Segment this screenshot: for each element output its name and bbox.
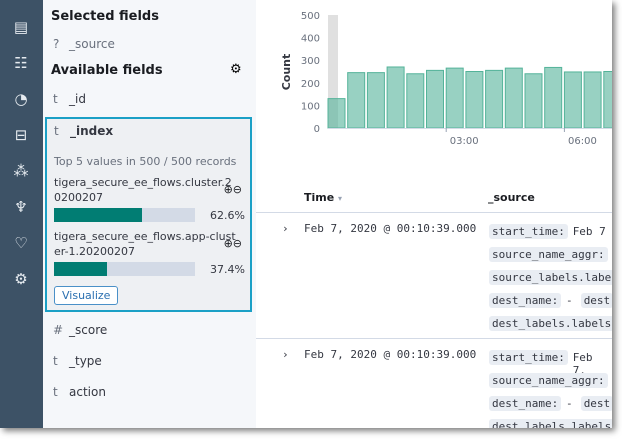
wrench-icon[interactable]: ♆ <box>14 198 28 216</box>
source-field-key: dest_labels.labels <box>489 316 612 331</box>
bar <box>524 73 543 129</box>
divider <box>256 338 612 339</box>
bar <box>327 98 346 129</box>
source-field-key: start_time: <box>489 224 568 239</box>
expand-row-chevron[interactable]: › <box>282 348 289 361</box>
hover-highlight <box>328 15 338 128</box>
histogram[interactable]: 0 100 200 300 400 500 Count 03:00 06:00 <box>256 0 612 160</box>
source-field-key: dest_name: <box>489 396 562 411</box>
bar <box>485 69 504 129</box>
column-header-time[interactable]: Time ▾ <box>304 191 343 204</box>
y-tick-label: 500 <box>301 11 320 22</box>
source-field-key: source_labels.labe <box>489 270 612 285</box>
bar <box>406 73 425 129</box>
bar <box>563 71 582 129</box>
top-values-summary: Top 5 values in 500 / 500 records <box>54 155 237 168</box>
gear-icon[interactable]: ⚙ <box>14 270 28 288</box>
source-field-key: dest_labels.labels <box>489 419 612 428</box>
gear-icon[interactable]: ⚙ <box>230 62 242 77</box>
timeline-icon[interactable]: ◔ <box>14 90 28 108</box>
row-time: Feb 7, 2020 @ 00:10:39.000 <box>304 348 477 361</box>
divider <box>256 212 612 213</box>
bar <box>583 71 602 129</box>
bar <box>544 66 563 129</box>
bar <box>347 72 366 129</box>
source-field-value: - <box>566 294 573 307</box>
field-index[interactable]: t _index <box>54 124 114 138</box>
source-field-key: source_name_aggr: <box>489 247 608 262</box>
column-header-source: _source <box>488 191 535 204</box>
y-tick-label: 0 <box>314 124 320 135</box>
field-action[interactable]: t action <box>53 385 106 399</box>
bar <box>603 71 612 129</box>
bar <box>386 66 405 129</box>
bar <box>465 71 484 129</box>
bar <box>504 67 523 129</box>
zoom-in-out-icons[interactable]: ⊕⊖ <box>223 183 242 196</box>
field-type[interactable]: t _type <box>53 354 102 368</box>
bar <box>426 69 444 129</box>
row-time: Feb 7, 2020 @ 00:10:39.000 <box>304 222 477 235</box>
value-bar <box>54 208 195 222</box>
nav-rail: ▤ ☷ ◔ ⊟ ⁂ ♆ ♡ ⚙ <box>0 0 43 428</box>
source-field-key: source_name_aggr: <box>489 373 608 388</box>
y-tick-label: 200 <box>301 79 320 90</box>
field-id[interactable]: t _id <box>53 92 86 106</box>
value-percent: 37.4% <box>210 263 245 276</box>
main-panel: 0 100 200 300 400 500 Count 03:00 06:00 Time ▾ _… <box>256 0 612 428</box>
field-index-details: t _index Top 5 values in 500 / 500 record… <box>45 117 252 312</box>
field-sidebar: Selected fields ? _source Available field… <box>43 0 256 428</box>
source-field-key: dest <box>580 396 612 411</box>
source-field-key: dest <box>580 293 612 308</box>
available-fields-heading: Available fields <box>51 63 163 78</box>
field-score[interactable]: # _score <box>53 323 108 337</box>
expand-row-chevron[interactable]: › <box>282 222 289 235</box>
y-tick-label: 100 <box>301 101 320 112</box>
value-bar <box>54 262 195 276</box>
field-source[interactable]: ? _source <box>53 37 115 51</box>
value-label: tigera_secure_ee_flows.app-clust er-1.20… <box>54 230 236 258</box>
source-field-key: start_time: <box>489 350 568 365</box>
y-tick-label: 300 <box>301 56 320 67</box>
y-tick-label: 400 <box>301 34 320 45</box>
selected-fields-heading: Selected fields <box>51 9 159 24</box>
bar <box>366 72 385 129</box>
visualize-button[interactable]: Visualize <box>54 286 119 305</box>
heartbeat-icon[interactable]: ♡ <box>14 234 28 252</box>
x-tick-label: 06:00 <box>568 136 597 147</box>
zoom-in-out-icons[interactable]: ⊕⊖ <box>223 237 242 250</box>
bar <box>445 67 464 129</box>
source-field-value: - <box>566 397 573 410</box>
x-tick-label: 03:00 <box>450 136 479 147</box>
source-field-key: dest_name: <box>489 293 562 308</box>
network-icon[interactable]: ⁂ <box>13 162 29 180</box>
lock-icon[interactable]: ⊟ <box>14 126 28 144</box>
y-axis-label: Count <box>280 54 293 91</box>
value-label: tigera_secure_ee_flows.cluster.2 0200207 <box>54 176 232 204</box>
dashboard-icon[interactable]: ☷ <box>14 54 28 72</box>
source-field-value: Feb 7 <box>572 225 606 238</box>
document-icon[interactable]: ▤ <box>13 18 29 36</box>
value-percent: 62.6% <box>210 209 245 222</box>
